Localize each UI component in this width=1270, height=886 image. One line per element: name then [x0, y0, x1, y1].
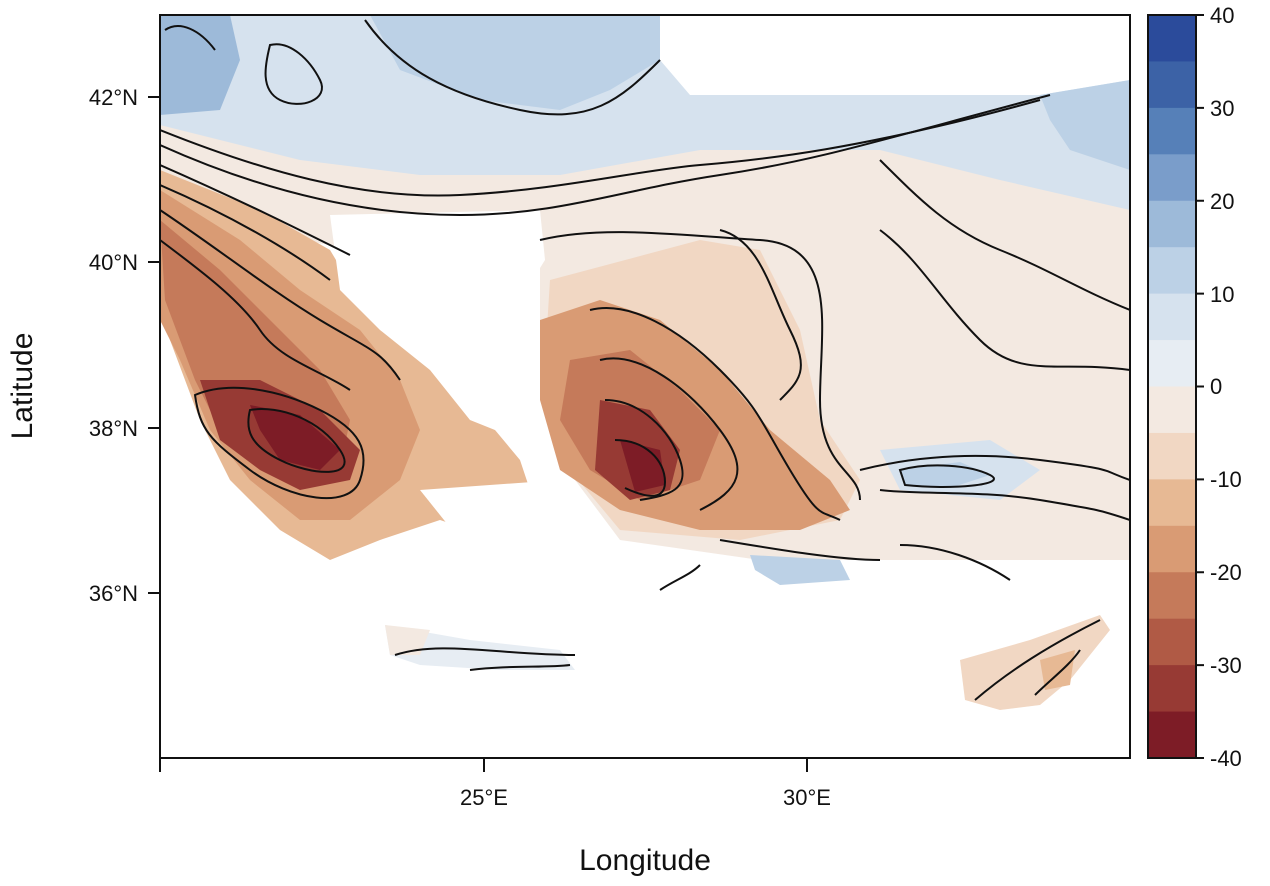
- colorbar-swatch: [1148, 386, 1196, 434]
- colorbar-swatch: [1148, 665, 1196, 713]
- colorbar-label: 0: [1210, 374, 1222, 399]
- region-east-blue: [1040, 80, 1130, 170]
- region-greece-peak: [250, 405, 340, 470]
- y-axis-title: Latitude: [6, 333, 39, 440]
- colorbar-labels: 40 30 20 10 0 -10 -20 -30 -40: [1210, 3, 1242, 771]
- colorbar-swatches: [1148, 15, 1196, 759]
- region-west-anatolia-peak: [620, 440, 665, 492]
- colorbar-swatch: [1148, 572, 1196, 620]
- colorbar-swatch: [1148, 247, 1196, 295]
- colorbar-swatch: [1148, 432, 1196, 480]
- region-coast-blue: [750, 555, 850, 585]
- colorbar-label: 20: [1210, 189, 1234, 214]
- plot-frame: [159, 14, 1131, 759]
- colorbar-label: 40: [1210, 3, 1234, 28]
- colorbar-label: 30: [1210, 96, 1234, 121]
- colorbar-swatch: [1148, 107, 1196, 155]
- region-crete-west: [385, 625, 430, 655]
- colorbar-swatch: [1148, 15, 1196, 62]
- colorbar-label: -10: [1210, 467, 1242, 492]
- colorbar-swatch: [1148, 525, 1196, 573]
- x-tick-label-25E: 25°E: [460, 785, 508, 810]
- colorbar-swatch: [1148, 618, 1196, 666]
- colorbar-swatch: [1148, 154, 1196, 202]
- colorbar-swatch: [1148, 479, 1196, 527]
- colorbar-swatch: [1148, 293, 1196, 341]
- colorbar-label: -40: [1210, 746, 1242, 771]
- colorbar-swatch: [1148, 340, 1196, 387]
- colorbar-swatch: [1148, 711, 1196, 759]
- y-axis: 42°N 40°N 38°N 36°N Latitude: [6, 85, 160, 606]
- region-north-darkblue: [160, 15, 240, 115]
- x-axis-title: Longitude: [579, 844, 711, 877]
- y-tick-label-40N: 40°N: [89, 250, 138, 275]
- colorbar-label: -30: [1210, 653, 1242, 678]
- map-field: [160, 15, 1130, 758]
- y-tick-label-36N: 36°N: [89, 581, 138, 606]
- colorbar-ticks: [1196, 14, 1204, 759]
- region-band-light: [160, 125, 1130, 330]
- region-aegean-gap: [330, 210, 545, 440]
- region-cyprus-inner: [1040, 650, 1075, 690]
- colorbar-label: 10: [1210, 282, 1234, 307]
- colorbar-swatch: [1148, 200, 1196, 248]
- region-crete: [385, 625, 575, 670]
- colorbar-swatch: [1148, 61, 1196, 109]
- contour-lines: [160, 19, 1130, 701]
- region-aegean-gap2: [420, 480, 600, 560]
- x-axis: 25°E 30°E Longitude: [159, 758, 831, 877]
- y-tick-label-38N: 38°N: [89, 416, 138, 441]
- region-south-sea: [160, 560, 1130, 758]
- region-cyprus: [960, 615, 1110, 710]
- colorbar: 40 30 20 10 0 -10 -20 -30 -40: [1147, 3, 1242, 771]
- x-tick-label-30E: 30°E: [783, 785, 831, 810]
- y-tick-label-42N: 42°N: [89, 85, 138, 110]
- region-north-midblue: [230, 15, 660, 110]
- colorbar-label: -20: [1210, 560, 1242, 585]
